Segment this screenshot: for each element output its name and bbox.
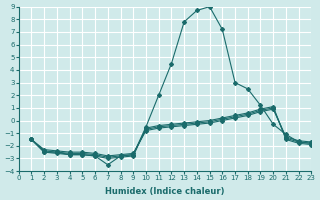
X-axis label: Humidex (Indice chaleur): Humidex (Indice chaleur) [105, 187, 225, 196]
